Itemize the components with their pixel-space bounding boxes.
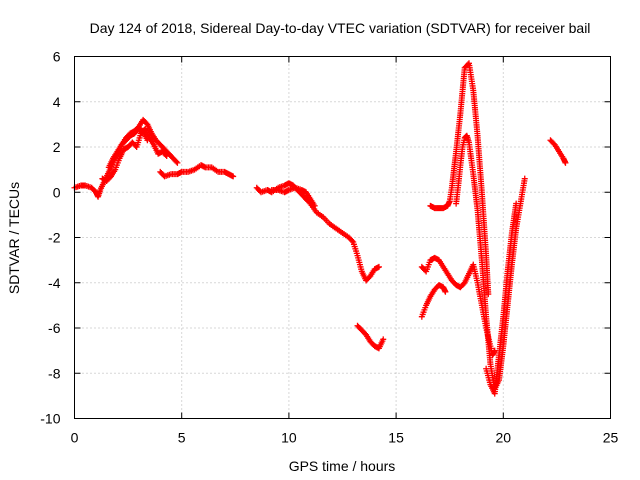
y-tick-label: -8 (48, 365, 61, 381)
data-point-seg12 (513, 200, 520, 207)
data-points (71, 60, 569, 397)
data-point-seg9 (442, 288, 449, 295)
x-tick-label: 5 (178, 430, 186, 446)
data-point-seg5 (349, 237, 356, 244)
data-point-seg2 (163, 153, 170, 160)
axis-ticks (74, 56, 611, 419)
x-axis-label: GPS time / hours (289, 458, 396, 474)
y-tick-label: 2 (53, 139, 61, 155)
data-point-seg4 (230, 173, 237, 180)
x-tick-label: 25 (603, 430, 619, 446)
y-tick-label: 6 (53, 49, 61, 65)
data-point-seg3 (144, 137, 151, 144)
data-point-seg10 (485, 291, 492, 298)
data-point-seg2 (162, 151, 169, 158)
data-point-seg11 (521, 175, 528, 182)
data-point-seg13 (562, 159, 569, 166)
x-tick-label: 0 (71, 430, 79, 446)
x-tick-labels: 0 5 10 15 20 25 (71, 430, 619, 446)
grid-lines (74, 56, 611, 419)
data-point-seg7 (380, 336, 387, 343)
y-tick-label: 4 (53, 94, 61, 110)
y-tick-label: 0 (53, 184, 61, 200)
y-tick-label: -6 (48, 320, 61, 336)
x-tick-label: 20 (496, 430, 512, 446)
data-point-seg6 (311, 202, 318, 209)
x-tick-label: 15 (388, 430, 404, 446)
chart-title: Day 124 of 2018, Sidereal Day-to-day VTE… (90, 20, 591, 36)
data-point-seg1 (173, 158, 180, 165)
x-tick-label: 10 (281, 430, 297, 446)
y-tick-label: -10 (40, 411, 60, 427)
data-point-seg1 (174, 159, 181, 166)
y-tick-label: -4 (48, 275, 61, 291)
y-axis-label: SDTVAR / TECUs (6, 182, 22, 294)
data-point-seg5 (375, 263, 382, 270)
y-tick-labels: 6 4 2 0 -2 -4 -6 -8 -10 (40, 49, 60, 427)
y-tick-label: -2 (48, 230, 61, 246)
